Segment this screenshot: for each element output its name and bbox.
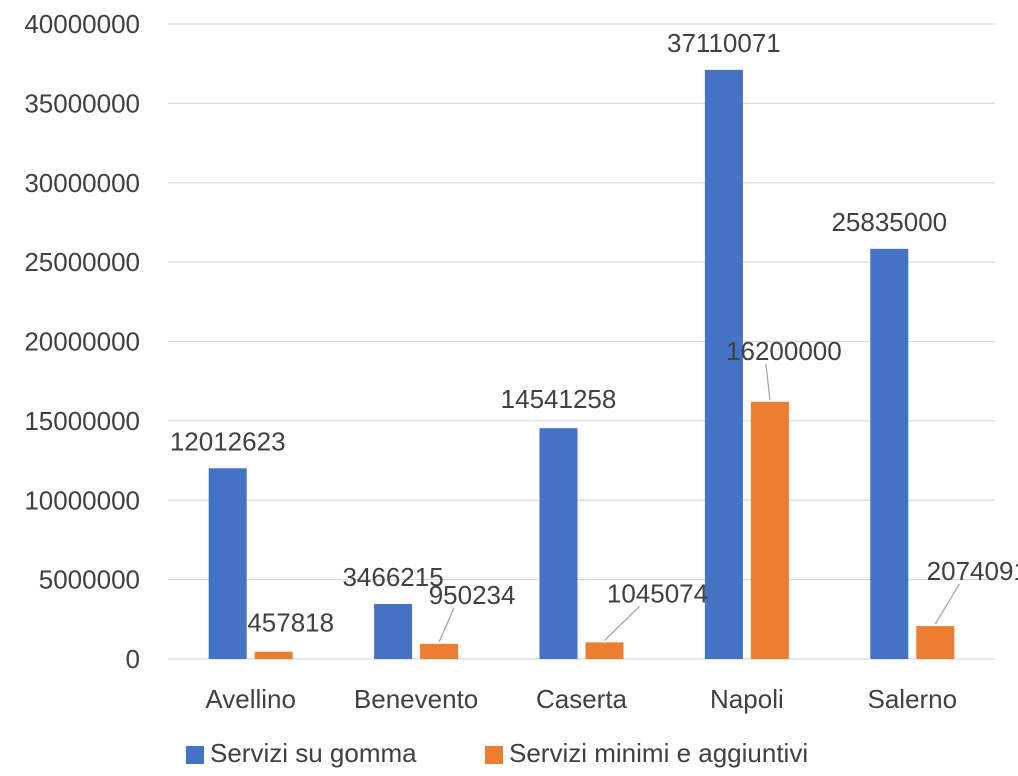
y-tick-label: 10000000	[24, 485, 140, 515]
x-axis-category-labels: Avellino Benevento Caserta Napoli Salerno	[205, 684, 957, 714]
legend-swatch	[186, 746, 204, 764]
data-label: 2074091	[927, 556, 1018, 586]
y-tick-label: 5000000	[39, 565, 140, 595]
data-label-leader	[765, 363, 771, 400]
data-label: 25835000	[831, 207, 947, 237]
bar-servizi-minimi-caserta	[585, 642, 624, 659]
data-label: 457818	[247, 608, 334, 638]
x-category-label: Caserta	[536, 684, 628, 714]
data-label-leader	[934, 583, 960, 625]
data-label: 12012623	[170, 426, 286, 456]
data-label-leader	[604, 605, 640, 641]
bars	[208, 69, 955, 659]
x-category-label: Napoli	[710, 684, 784, 714]
y-tick-label: 35000000	[24, 88, 140, 118]
y-axis-tick-labels: 0 5000000 10000000 15000000 20000000 25000000…	[24, 9, 140, 674]
bar-servizi-minimi-salerno	[916, 626, 955, 659]
bar-servizi-su-gomma-caserta	[539, 428, 578, 659]
data-label: 37110071	[667, 28, 781, 58]
y-tick-label: 40000000	[24, 9, 140, 39]
bar-servizi-su-gomma-benevento	[374, 603, 413, 659]
gridlines	[168, 23, 995, 660]
data-label: 16200000	[726, 336, 842, 366]
bar-servizi-su-gomma-napoli	[704, 69, 743, 659]
bar-servizi-su-gomma-salerno	[870, 248, 909, 659]
data-label: 3466215	[342, 562, 443, 592]
legend-swatch	[485, 746, 503, 764]
bar-servizi-minimi-avellino	[254, 651, 293, 659]
x-category-label: Salerno	[867, 684, 957, 714]
y-tick-label: 20000000	[24, 327, 140, 357]
data-label: 14541258	[501, 384, 617, 414]
bar-servizi-minimi-benevento	[420, 643, 459, 659]
legend-label: Servizi su gomma	[210, 738, 417, 768]
bar-servizi-minimi-napoli	[750, 401, 789, 659]
data-label-leader-lines	[438, 363, 960, 643]
y-tick-label: 25000000	[24, 247, 140, 277]
y-tick-label: 0	[126, 644, 140, 674]
y-tick-label: 30000000	[24, 168, 140, 198]
bar-servizi-su-gomma-avellino	[208, 468, 247, 659]
legend: Servizi su gomma Servizi minimi e aggiunt…	[186, 738, 808, 768]
x-category-label: Avellino	[205, 684, 296, 714]
y-tick-label: 15000000	[24, 406, 140, 436]
legend-label: Servizi minimi e aggiuntivi	[509, 738, 808, 768]
data-label-leader	[438, 607, 455, 643]
x-category-label: Benevento	[354, 684, 478, 714]
data-label: 1045074	[607, 578, 708, 608]
data-label: 950234	[429, 580, 516, 610]
